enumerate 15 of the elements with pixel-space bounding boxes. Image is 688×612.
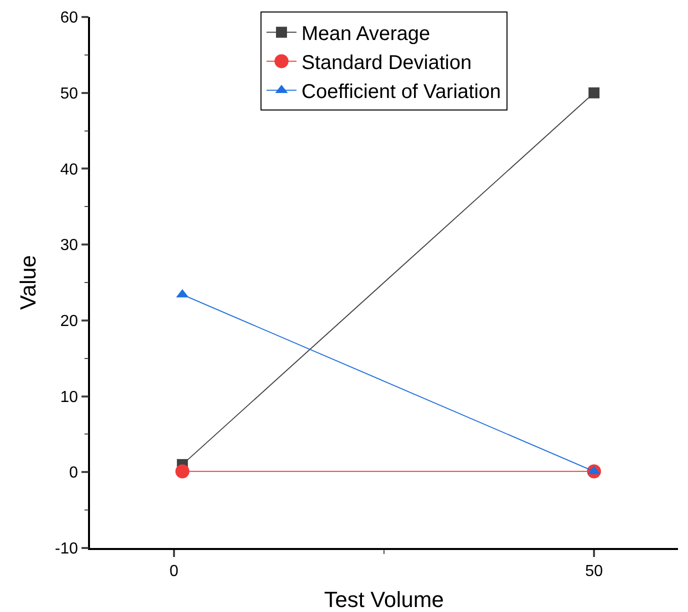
y-tick-label: 10 (60, 388, 78, 406)
x-axis-title: Test Volume (324, 587, 444, 612)
y-tick-label: -10 (54, 540, 78, 558)
point (588, 87, 600, 98)
point (175, 464, 190, 478)
y-tick-label: 40 (60, 161, 78, 178)
y-tick-label: 0 (69, 464, 78, 482)
legend-label: Coefficient of Variation (302, 80, 501, 103)
y-tick-label: 20 (60, 313, 78, 330)
y-tick-label: 60 (60, 10, 78, 27)
y-tick-label: 30 (60, 237, 78, 254)
y-axis-title: Value (16, 255, 40, 310)
legend-label: Mean Average (302, 22, 430, 45)
y-tick-label: 50 (60, 85, 78, 102)
legend-label: Standard Deviation (302, 52, 472, 74)
